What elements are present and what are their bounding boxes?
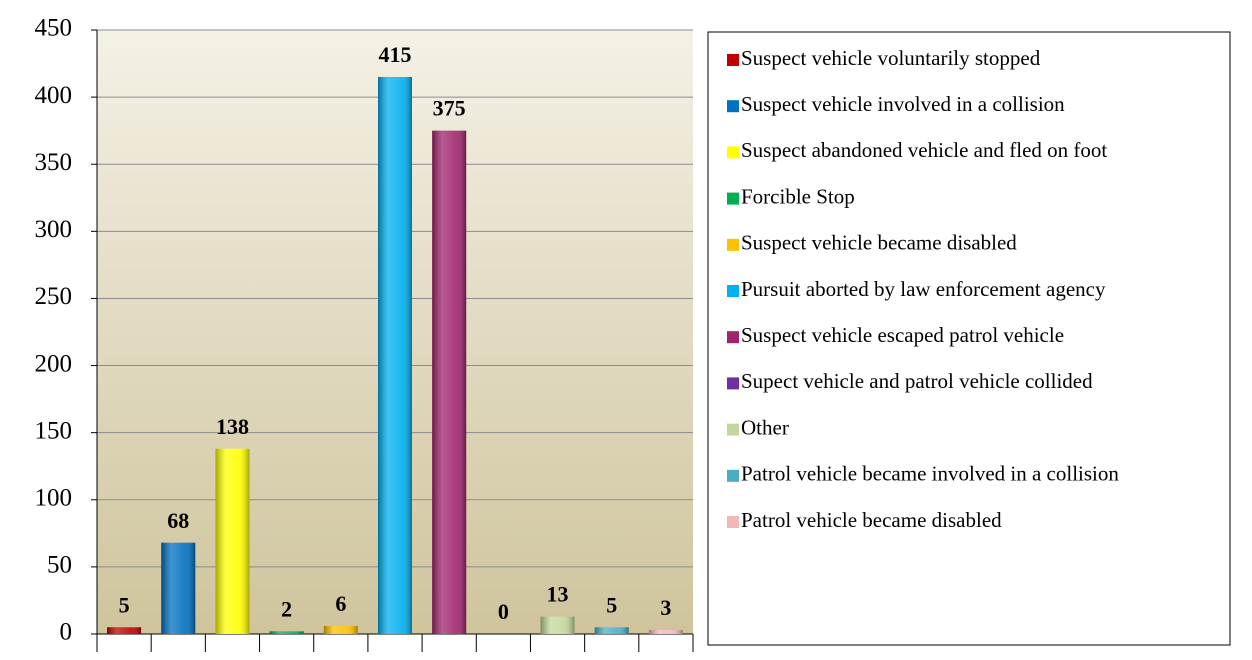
legend-swatch — [727, 192, 739, 205]
legend-swatch — [727, 285, 739, 297]
bar-shade — [594, 627, 629, 634]
y-tick-label: 0 — [60, 619, 73, 646]
y-tick-label: 100 — [35, 485, 73, 512]
value-label: 5 — [606, 592, 617, 617]
legend-box — [707, 31, 1231, 646]
legend-swatch — [727, 423, 739, 436]
value-label: 13 — [547, 582, 569, 607]
y-tick-label: 350 — [35, 149, 73, 176]
value-label: 6 — [335, 591, 346, 616]
value-label: 415 — [379, 42, 412, 67]
bar-shade — [323, 625, 358, 634]
y-tick-label: 50 — [47, 552, 72, 579]
legend-label: Suspect abandoned vehicle and fled on fo… — [741, 138, 1107, 162]
y-tick-label: 400 — [35, 82, 73, 109]
y-tick-label: 250 — [35, 283, 73, 310]
legend-swatch — [727, 54, 739, 66]
legend-swatch — [727, 331, 739, 344]
legend-label: Patrol vehicle became involved in a coll… — [741, 462, 1119, 486]
bar-shade — [107, 627, 142, 634]
legend-swatch — [727, 377, 739, 390]
legend-label: Suspect vehicle became disabled — [741, 231, 1017, 255]
value-label: 5 — [119, 592, 130, 617]
value-label: 138 — [216, 414, 249, 439]
legend-label: Supect vehicle and patrol vehicle collid… — [741, 369, 1093, 393]
legend-label: Suspect vehicle involved in a collision — [741, 92, 1065, 116]
legend-swatch — [727, 469, 739, 482]
legend-swatch — [727, 516, 739, 528]
value-label: 3 — [660, 595, 671, 620]
bar-shade — [648, 629, 683, 634]
y-tick-label: 200 — [35, 350, 73, 377]
bar-shade — [540, 616, 575, 634]
legend-label: Patrol vehicle became disabled — [741, 508, 1002, 532]
value-label: 68 — [167, 508, 189, 533]
legend-label: Other — [741, 415, 789, 439]
y-tick-label: 450 — [35, 15, 73, 42]
legend-label: Pursuit aborted by law enforcement agenc… — [741, 277, 1106, 301]
legend-label: Suspect vehicle voluntarily stopped — [741, 46, 1041, 70]
legend-label: Forcible Stop — [741, 184, 855, 208]
bar-shade — [269, 631, 304, 634]
bar-shade — [432, 130, 467, 634]
legend-swatch — [727, 100, 739, 113]
y-tick-label: 150 — [35, 417, 73, 444]
legend-swatch — [727, 146, 739, 159]
bar-shade — [215, 448, 250, 634]
value-label: 0 — [498, 599, 509, 624]
value-label: 375 — [433, 96, 466, 121]
value-label: 2 — [281, 596, 292, 621]
legend-swatch — [727, 238, 739, 251]
bar-shade — [378, 76, 412, 634]
legend-label: Suspect vehicle escaped patrol vehicle — [741, 323, 1064, 347]
y-tick-label: 300 — [35, 216, 73, 243]
bar-shade — [161, 542, 196, 634]
